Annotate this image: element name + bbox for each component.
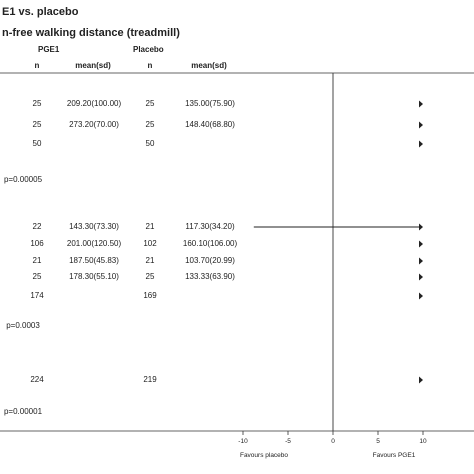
- group-label-pge1: PGE1: [38, 45, 60, 54]
- off-scale-arrow-marker: [419, 257, 423, 265]
- p-value-label: p=0.00001: [3, 407, 43, 416]
- placebo-mean-value: 160.10(106.00): [182, 239, 238, 248]
- placebo-mean-value: 133.33(63.90): [185, 272, 235, 281]
- pge1-n-value: 50: [32, 139, 42, 148]
- x-label-favours-placebo: Favours placebo: [239, 452, 289, 459]
- off-scale-arrow-marker: [419, 100, 423, 108]
- placebo-n-value: 21: [145, 256, 155, 265]
- pge1-n-value: 224: [30, 375, 44, 384]
- x-tick-label: 5: [376, 438, 380, 445]
- placebo-n-value: 25: [145, 99, 155, 108]
- chart-title-line2: n-free walking distance (treadmill): [2, 27, 180, 39]
- pge1-n-value: 25: [32, 272, 42, 281]
- pge1-n-value: 25: [32, 99, 42, 108]
- off-scale-arrow-marker: [419, 273, 423, 281]
- pge1-mean-value: 209.20(100.00): [66, 99, 122, 108]
- placebo-n-value: 25: [145, 272, 155, 281]
- column-header-placebo-mean: mean(sd): [191, 61, 227, 70]
- placebo-n-value: 50: [145, 139, 155, 148]
- column-header-pge1-n: n: [34, 61, 40, 70]
- off-scale-arrow-marker: [419, 121, 423, 129]
- placebo-n-value: 25: [145, 120, 155, 129]
- x-tick-label: -10: [238, 438, 248, 445]
- placebo-n-value: 21: [145, 222, 155, 231]
- x-tick-label: 0: [331, 438, 335, 445]
- pge1-mean-value: 273.20(70.00): [69, 120, 119, 129]
- off-scale-arrow-marker: [419, 240, 423, 248]
- pge1-n-value: 25: [32, 120, 42, 129]
- off-scale-arrow-marker: [419, 223, 423, 231]
- placebo-mean-value: 117.30(34.20): [185, 222, 235, 231]
- chart-title-line1: E1 vs. placebo: [2, 6, 79, 18]
- x-tick-label: 10: [419, 438, 427, 445]
- off-scale-arrow-marker: [419, 140, 423, 148]
- pge1-mean-value: 201.00(120.50): [66, 239, 122, 248]
- placebo-n-value: 169: [143, 291, 157, 300]
- pge1-n-value: 22: [32, 222, 42, 231]
- pge1-mean-value: 143.30(73.30): [69, 222, 119, 231]
- off-scale-arrow-marker: [419, 376, 423, 384]
- pge1-mean-value: 178.30(55.10): [69, 272, 119, 281]
- column-header-pge1-mean: mean(sd): [75, 61, 111, 70]
- x-label-favours-pge1: Favours PGE1: [372, 452, 416, 459]
- column-header-placebo-n: n: [147, 61, 153, 70]
- placebo-mean-value: 148.40(68.80): [185, 120, 235, 129]
- pge1-n-value: 21: [32, 256, 42, 265]
- placebo-mean-value: 135.00(75.90): [185, 99, 235, 108]
- x-tick-label: -5: [285, 438, 291, 445]
- placebo-n-value: 102: [143, 239, 157, 248]
- placebo-n-value: 219: [143, 375, 157, 384]
- placebo-mean-value: 103.70(20.99): [185, 256, 235, 265]
- off-scale-arrow-marker: [419, 292, 423, 300]
- pge1-n-value: 106: [30, 239, 44, 248]
- pge1-n-value: 174: [30, 291, 44, 300]
- pge1-mean-value: 187.50(45.83): [69, 256, 119, 265]
- group-label-placebo: Placebo: [133, 45, 164, 54]
- p-value-label: p=0.00005: [3, 175, 43, 184]
- p-value-label: p=0.0003: [6, 321, 40, 330]
